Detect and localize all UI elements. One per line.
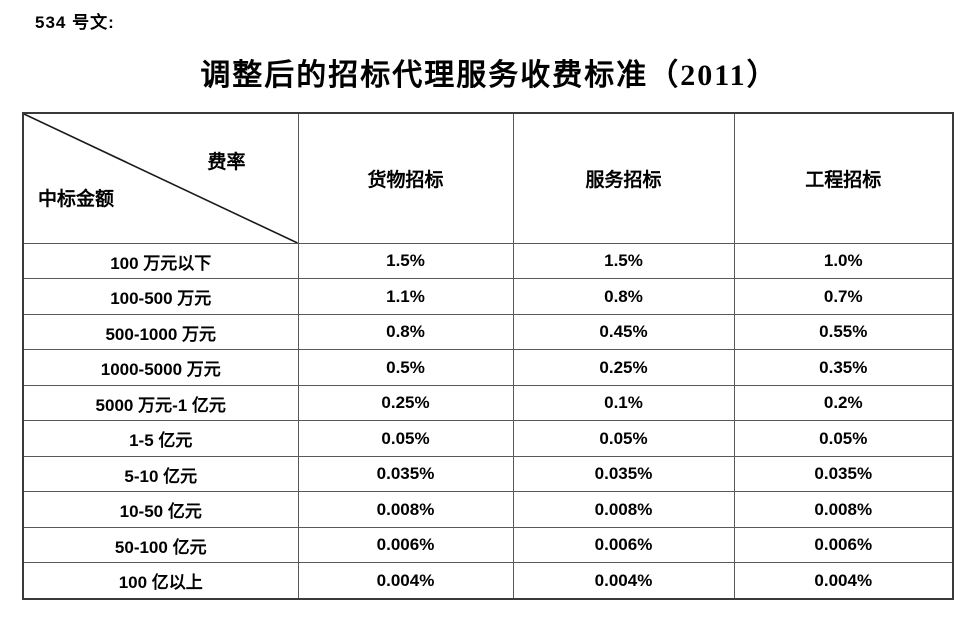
table-cell: 0.006% [297, 526, 514, 564]
table-cell: 0.7% [733, 278, 954, 315]
corner-label-amount: 中标金额 [38, 189, 115, 210]
row-label: 10-50 亿元 [22, 491, 299, 528]
table-row: 5000 万元-1 亿元 0.25% 0.1% 0.2% [22, 384, 954, 422]
table-cell: 0.035% [733, 455, 954, 493]
corner-header-cell: 费率 中标金额 [22, 112, 299, 244]
table-cell: 0.004% [733, 562, 954, 600]
row-label: 1000-5000 万元 [22, 349, 299, 386]
corner-label-rate: 费率 [207, 152, 246, 173]
fee-rate-table: 费率 中标金额 货物招标 服务招标 工程招标 100 万元以下 1.5% 1.5… [22, 112, 954, 600]
column-header-goods: 货物招标 [297, 112, 514, 244]
table-cell: 0.004% [297, 562, 514, 600]
table-row: 1000-5000 万元 0.5% 0.25% 0.35% [22, 349, 954, 386]
table-cell: 0.8% [512, 278, 735, 315]
table-cell: 0.25% [297, 384, 514, 422]
table-cell: 0.008% [733, 491, 954, 528]
table-cell: 1.0% [733, 242, 954, 280]
table-cell: 0.05% [733, 420, 954, 457]
table-row: 100 亿以上 0.004% 0.004% 0.004% [22, 562, 954, 600]
row-label: 50-100 亿元 [22, 526, 299, 564]
row-label: 100-500 万元 [22, 278, 299, 315]
table-cell: 0.25% [512, 349, 735, 386]
table-cell: 0.55% [733, 313, 954, 351]
table-row: 5-10 亿元 0.035% 0.035% 0.035% [22, 455, 954, 493]
row-label: 5000 万元-1 亿元 [22, 384, 299, 422]
table-row: 100 万元以下 1.5% 1.5% 1.0% [22, 242, 954, 280]
table-row: 500-1000 万元 0.8% 0.45% 0.55% [22, 313, 954, 351]
row-label: 100 亿以上 [22, 562, 299, 600]
table-cell: 0.004% [512, 562, 735, 600]
row-label: 1-5 亿元 [22, 420, 299, 457]
table-cell: 0.05% [512, 420, 735, 457]
table-cell: 0.35% [733, 349, 954, 386]
table-cell: 0.006% [733, 526, 954, 564]
row-label: 5-10 亿元 [22, 455, 299, 493]
table-cell: 1.1% [297, 278, 514, 315]
table-row: 10-50 亿元 0.008% 0.008% 0.008% [22, 491, 954, 528]
table-header-row: 费率 中标金额 货物招标 服务招标 工程招标 [22, 112, 954, 244]
column-header-engineering: 工程招标 [733, 112, 954, 244]
page-title: 调整后的招标代理服务收费标准（2011） [200, 59, 779, 92]
table-cell: 0.035% [512, 455, 735, 493]
table-cell: 0.8% [297, 313, 514, 351]
table-cell: 0.5% [297, 349, 514, 386]
table-cell: 0.008% [512, 491, 735, 528]
table-cell: 0.008% [297, 491, 514, 528]
table-cell: 1.5% [297, 242, 514, 280]
table-cell: 0.45% [512, 313, 735, 351]
table-cell: 0.035% [297, 455, 514, 493]
row-label: 100 万元以下 [22, 242, 299, 280]
table-row: 1-5 亿元 0.05% 0.05% 0.05% [22, 420, 954, 457]
table-cell: 1.5% [512, 242, 735, 280]
doc-reference: 534 号文: [35, 13, 115, 32]
table-cell: 0.2% [733, 384, 954, 422]
table-cell: 0.1% [512, 384, 735, 422]
diagonal-divider-line [24, 114, 298, 243]
row-label: 500-1000 万元 [22, 313, 299, 351]
table-row: 100-500 万元 1.1% 0.8% 0.7% [22, 278, 954, 315]
table-cell: 0.006% [512, 526, 735, 564]
table-cell: 0.05% [297, 420, 514, 457]
table-row: 50-100 亿元 0.006% 0.006% 0.006% [22, 526, 954, 564]
column-header-services: 服务招标 [512, 112, 735, 244]
